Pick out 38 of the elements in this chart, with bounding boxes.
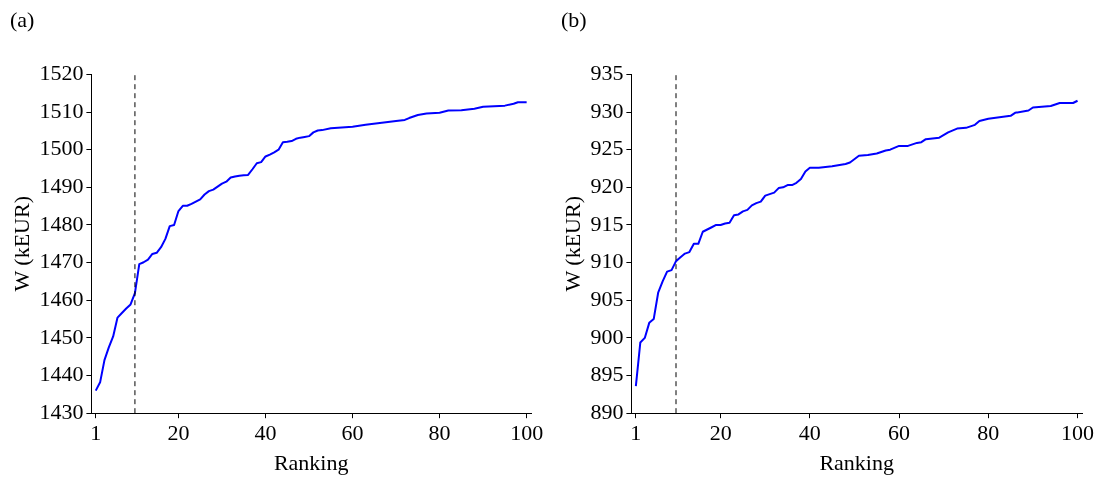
- x-axis-title: Ranking: [819, 449, 894, 475]
- y-tick-label: 1510: [39, 97, 84, 123]
- x-tick-label: 1: [90, 420, 102, 446]
- x-tick-label: 100: [510, 420, 544, 446]
- x-tick-label: 60: [341, 420, 364, 446]
- y-tick-label: 1520: [39, 60, 84, 86]
- y-tick-label: 1430: [39, 398, 84, 424]
- y-tick-label: 910: [590, 248, 624, 274]
- y-tick-label: 900: [590, 323, 624, 349]
- y-tick-label: 1480: [39, 210, 84, 236]
- x-tick-label: 80: [977, 420, 1000, 446]
- y-tick-label: 905: [590, 286, 624, 312]
- x-tick-label: 20: [167, 420, 190, 446]
- y-tick-label: 935: [590, 60, 624, 86]
- x-tick-label: 40: [254, 420, 277, 446]
- y-axis-title: W (kEUR): [8, 196, 34, 292]
- y-tick-label: 1450: [39, 323, 84, 349]
- y-axis-title: W (kEUR): [559, 196, 585, 292]
- x-tick-label: 20: [709, 420, 732, 446]
- y-tick-label: 930: [590, 97, 624, 123]
- y-tick-label: 1440: [39, 361, 84, 387]
- chart-title: (a): [10, 6, 35, 32]
- chart-title: (b): [561, 6, 587, 32]
- y-tick-label: 1470: [39, 248, 84, 274]
- x-tick-label: 100: [1061, 420, 1095, 446]
- y-tick-label: 920: [590, 173, 624, 199]
- y-tick-label: 890: [590, 398, 624, 424]
- y-tick-label: 1500: [39, 135, 84, 161]
- y-tick-label: 895: [590, 361, 624, 387]
- x-tick-label: 80: [428, 420, 451, 446]
- y-tick-label: 1460: [39, 286, 84, 312]
- x-tick-label: 1: [630, 420, 642, 446]
- y-tick-label: 925: [590, 135, 624, 161]
- x-tick-label: 60: [888, 420, 911, 446]
- x-tick-label: 40: [798, 420, 821, 446]
- y-tick-label: 915: [590, 210, 624, 236]
- y-tick-label: 1490: [39, 173, 84, 199]
- x-axis-title: Ranking: [273, 449, 349, 475]
